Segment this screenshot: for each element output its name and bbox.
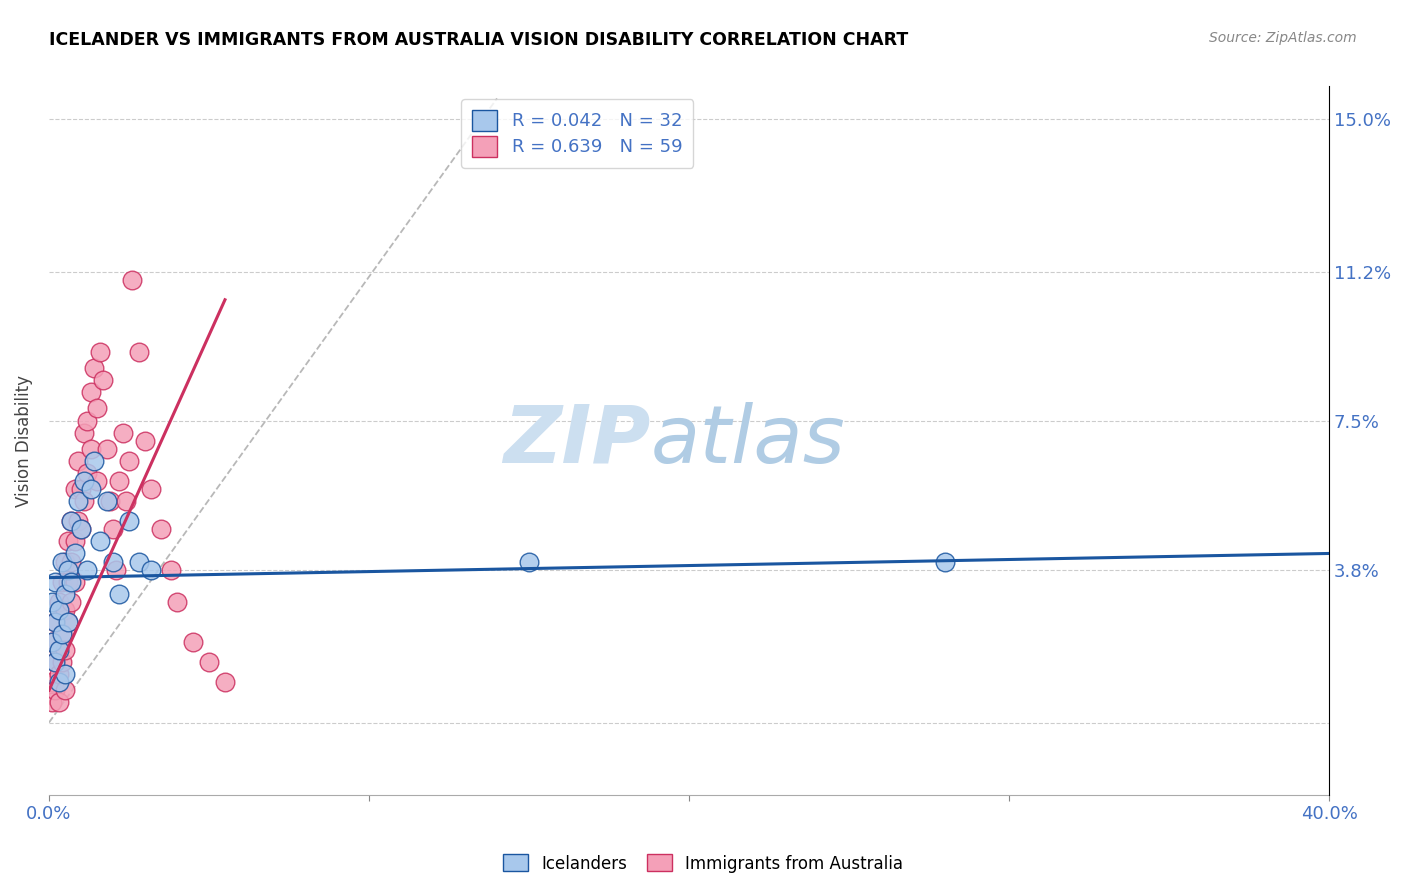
Point <box>63 482 86 496</box>
Point <box>48 643 70 657</box>
Point <box>51 574 73 589</box>
Point <box>63 574 86 589</box>
Point <box>60 554 83 568</box>
Point <box>93 373 115 387</box>
Text: atlas: atlas <box>651 401 845 480</box>
Point <box>181 635 204 649</box>
Point <box>56 563 79 577</box>
Point <box>66 494 89 508</box>
Point <box>53 667 76 681</box>
Point <box>51 627 73 641</box>
Point <box>134 434 156 448</box>
Point <box>60 514 83 528</box>
Point <box>41 695 63 709</box>
Point <box>79 442 101 456</box>
Point <box>108 474 131 488</box>
Point <box>53 587 76 601</box>
Point <box>44 655 66 669</box>
Point <box>41 595 63 609</box>
Point <box>934 554 956 568</box>
Point <box>86 474 108 488</box>
Point <box>73 425 96 440</box>
Point <box>79 385 101 400</box>
Point <box>101 554 124 568</box>
Point <box>118 514 141 528</box>
Point <box>83 454 105 468</box>
Point <box>60 595 83 609</box>
Point <box>98 494 121 508</box>
Point <box>141 563 163 577</box>
Point <box>111 425 134 440</box>
Point <box>141 482 163 496</box>
Point <box>60 574 83 589</box>
Point <box>105 563 128 577</box>
Point <box>118 454 141 468</box>
Point <box>76 466 98 480</box>
Point <box>149 522 172 536</box>
Point <box>44 615 66 629</box>
Point <box>70 522 93 536</box>
Point <box>101 522 124 536</box>
Point <box>83 361 105 376</box>
Point <box>86 401 108 416</box>
Point <box>56 615 79 629</box>
Point <box>66 514 89 528</box>
Point <box>70 482 93 496</box>
Point <box>60 514 83 528</box>
Point <box>41 675 63 690</box>
Point <box>73 474 96 488</box>
Legend: R = 0.042   N = 32, R = 0.639   N = 59: R = 0.042 N = 32, R = 0.639 N = 59 <box>461 99 693 168</box>
Point <box>121 273 143 287</box>
Point <box>51 627 73 641</box>
Point <box>41 635 63 649</box>
Point <box>79 482 101 496</box>
Point <box>56 615 79 629</box>
Point <box>41 635 63 649</box>
Y-axis label: Vision Disability: Vision Disability <box>15 375 32 507</box>
Point <box>89 534 111 549</box>
Point <box>53 683 76 698</box>
Point <box>66 454 89 468</box>
Point <box>166 595 188 609</box>
Point <box>44 574 66 589</box>
Point <box>48 695 70 709</box>
Point <box>48 603 70 617</box>
Point <box>108 587 131 601</box>
Point <box>159 563 181 577</box>
Point <box>517 554 540 568</box>
Point <box>114 494 136 508</box>
Point <box>214 675 236 690</box>
Point <box>73 494 96 508</box>
Point <box>44 655 66 669</box>
Point <box>48 595 70 609</box>
Point <box>44 683 66 698</box>
Point <box>53 554 76 568</box>
Point <box>48 643 70 657</box>
Text: ICELANDER VS IMMIGRANTS FROM AUSTRALIA VISION DISABILITY CORRELATION CHART: ICELANDER VS IMMIGRANTS FROM AUSTRALIA V… <box>49 31 908 49</box>
Point <box>53 603 76 617</box>
Point <box>128 345 150 359</box>
Point <box>48 675 70 690</box>
Point <box>48 667 70 681</box>
Point <box>76 563 98 577</box>
Point <box>96 442 118 456</box>
Point <box>53 643 76 657</box>
Point <box>76 414 98 428</box>
Point <box>56 574 79 589</box>
Point <box>70 522 93 536</box>
Point <box>89 345 111 359</box>
Point <box>44 615 66 629</box>
Point <box>63 534 86 549</box>
Point <box>51 554 73 568</box>
Text: ZIP: ZIP <box>503 401 651 480</box>
Point <box>198 655 221 669</box>
Text: Source: ZipAtlas.com: Source: ZipAtlas.com <box>1209 31 1357 45</box>
Point <box>96 494 118 508</box>
Point <box>128 554 150 568</box>
Point <box>51 655 73 669</box>
Point <box>63 546 86 560</box>
Legend: Icelanders, Immigrants from Australia: Icelanders, Immigrants from Australia <box>496 847 910 880</box>
Point <box>56 534 79 549</box>
